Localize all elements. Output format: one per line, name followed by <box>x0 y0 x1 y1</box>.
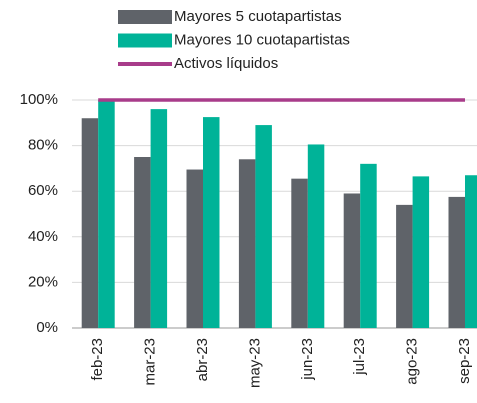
legend-swatch <box>118 33 172 48</box>
bar <box>203 117 220 328</box>
y-tick-label: 0% <box>36 319 58 336</box>
x-tick-label: may-23 <box>246 338 263 388</box>
y-tick-label: 60% <box>28 182 58 199</box>
bar <box>81 118 99 329</box>
bar <box>98 100 115 328</box>
bar <box>448 196 465 328</box>
bar <box>396 204 413 328</box>
bar <box>360 163 377 328</box>
legend-label: Mayores 5 cuotapartistas <box>174 8 342 25</box>
x-tick-label: abr-23 <box>194 338 211 381</box>
bar <box>255 125 272 328</box>
y-tick-label: 20% <box>28 273 58 290</box>
x-tick-label: mar-23 <box>142 338 159 386</box>
bar <box>412 176 430 328</box>
x-tick-label: ago-23 <box>404 338 421 385</box>
y-tick-label: 40% <box>28 228 58 245</box>
bar <box>186 169 203 328</box>
x-tick-label: jun-23 <box>299 338 316 381</box>
x-tick-label: sep-23 <box>456 338 473 384</box>
legend-swatch <box>118 10 172 24</box>
bar <box>238 159 256 328</box>
bar <box>291 178 308 328</box>
legend-label: Activos líquidos <box>174 55 278 72</box>
y-tick-label: 80% <box>28 137 58 154</box>
bar <box>307 144 325 328</box>
bar <box>465 175 477 328</box>
legend-label: Mayores 10 cuotapartistas <box>174 31 350 48</box>
bar <box>343 193 361 328</box>
bar <box>150 109 168 329</box>
x-tick-label: jul-23 <box>351 338 368 376</box>
y-tick-label: 100% <box>20 91 58 108</box>
bar <box>134 157 151 328</box>
x-tick-label: feb-23 <box>89 338 106 381</box>
